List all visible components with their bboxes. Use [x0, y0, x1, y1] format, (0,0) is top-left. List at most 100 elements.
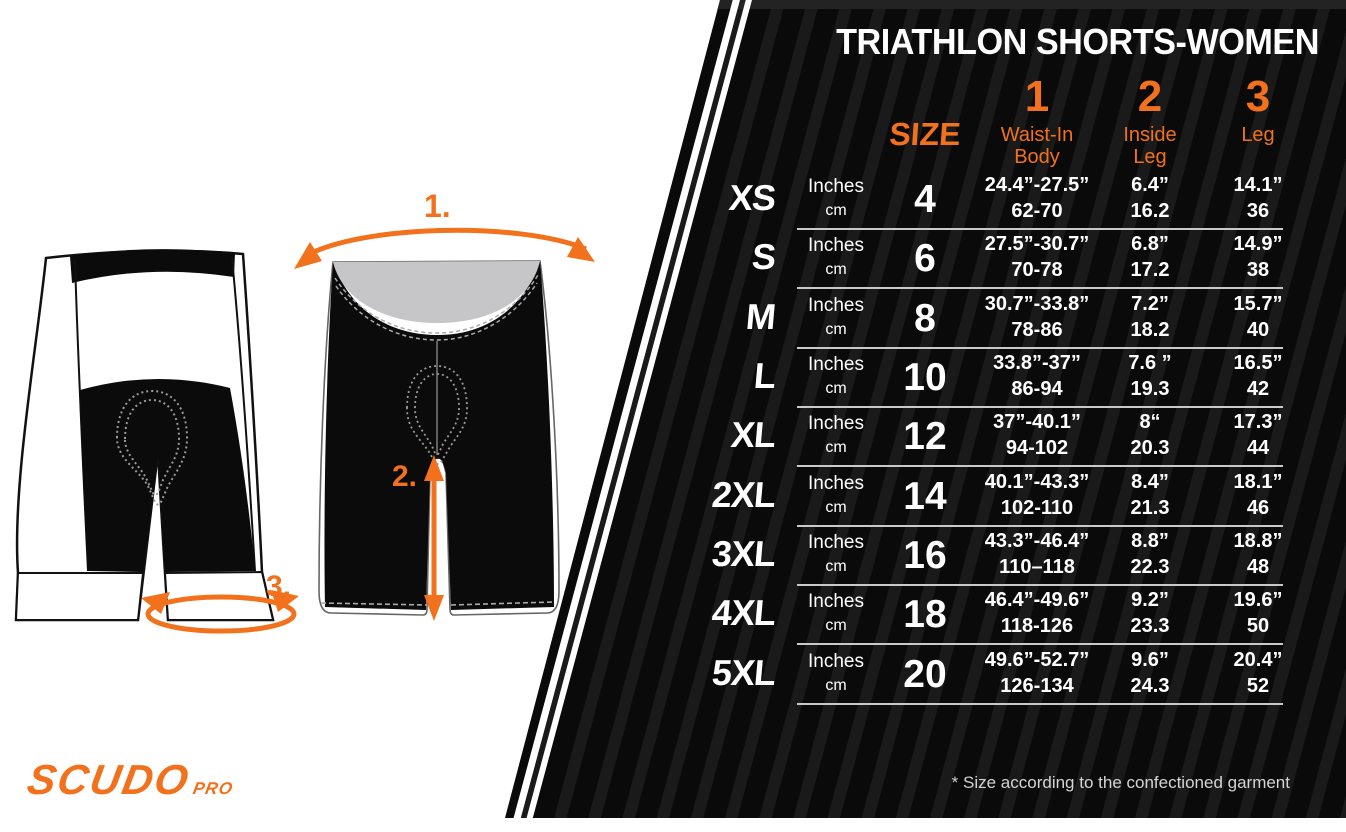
waist-cm-value: 94-102 — [1005, 437, 1069, 459]
unit-inches-label: Inches — [808, 295, 864, 316]
waist-cm-value: 62-70 — [1011, 200, 1063, 222]
leg-values: 20.4” 52 — [1198, 647, 1318, 699]
size-number: 10 — [903, 356, 947, 399]
waist-inches-value: 49.6”-52.7” — [984, 649, 1090, 671]
column-3-label-line1: Leg — [1241, 124, 1275, 146]
waist-values: 49.6”-52.7” 126-134 — [974, 647, 1100, 699]
inseam-inches-value: 9.2” — [1131, 589, 1169, 611]
chamois-pad-inner-stitch — [123, 398, 181, 496]
unit-cm-label: cm — [825, 617, 847, 634]
leg-inches-value: 20.4” — [1233, 649, 1283, 671]
inseam-inches-value: 6.8” — [1131, 233, 1169, 255]
unit-inches-label: Inches — [808, 235, 864, 256]
size-number: 6 — [914, 237, 936, 280]
leg-cm-value: 52 — [1246, 675, 1270, 697]
waist-inches-value: 40.1”-43.3” — [984, 471, 1090, 493]
leg-values: 14.1” 36 — [1198, 172, 1318, 224]
inseam-cm-value: 19.3 — [1130, 378, 1170, 400]
waist-inches-value: 30.7”-33.8” — [984, 293, 1090, 315]
shorts-back-lower-panel — [80, 378, 255, 572]
size-number: 18 — [903, 593, 947, 636]
waist-cm-value: 78-86 — [1011, 319, 1063, 341]
inseam-cm-value: 20.3 — [1130, 437, 1170, 459]
size-number: 20 — [903, 653, 947, 696]
unit-labels: Inches cm — [788, 530, 884, 578]
inseam-inches-value: 7.6 ” — [1128, 352, 1172, 374]
unit-cm-label: cm — [825, 558, 847, 575]
column-3-number: 3 — [1245, 72, 1271, 121]
unit-labels: Inches cm — [788, 352, 884, 400]
inseam-values: 6.8” 17.2 — [1088, 231, 1212, 283]
waist-values: 33.8”-37” 86-94 — [974, 350, 1100, 402]
inseam-inches-value: 9.6” — [1131, 649, 1169, 671]
measure-1-label: 1. — [424, 188, 451, 224]
inseam-inches-value: 6.4” — [1131, 174, 1169, 196]
leg-cm-value: 36 — [1246, 200, 1270, 222]
leg-cm-value: 50 — [1246, 615, 1270, 637]
inseam-values: 8.4” 21.3 — [1088, 469, 1212, 521]
inseam-cm-value: 22.3 — [1130, 556, 1170, 578]
inseam-values: 7.2” 18.2 — [1088, 291, 1212, 343]
leg-inches-value: 14.9” — [1233, 233, 1283, 255]
leg-cm-value: 42 — [1246, 378, 1270, 400]
unit-labels: Inches cm — [788, 589, 884, 637]
waist-cm-value: 110–118 — [999, 556, 1075, 578]
waist-values: 40.1”-43.3” 102-110 — [974, 469, 1100, 521]
unit-labels: Inches cm — [788, 649, 884, 697]
column-3-label: Leg — [1188, 124, 1328, 146]
size-label: 5XL — [710, 652, 777, 693]
table-row-5xl: 5XL Inches cm 20 49.6”-52.7” 126-134 9.6… — [690, 644, 1310, 705]
column-1-label-line2: Body — [1014, 146, 1060, 168]
table-row-s: S Inches cm 6 27.5”-30.7” 70-78 6.8” 17.… — [690, 228, 1310, 289]
size-label: 3XL — [710, 533, 777, 574]
inseam-values: 9.6” 24.3 — [1088, 647, 1212, 699]
leg-inches-value: 19.6” — [1233, 589, 1283, 611]
table-row-m: M Inches cm 8 30.7”-33.8” 78-86 7.2” 18.… — [690, 288, 1310, 349]
inseam-values: 9.2” 23.3 — [1088, 587, 1212, 639]
leg-values: 19.6” 50 — [1198, 587, 1318, 639]
unit-cm-label: cm — [825, 439, 847, 456]
unit-cm-label: cm — [825, 499, 847, 516]
leg-inches-value: 17.3” — [1233, 411, 1283, 433]
column-2-label-line2: Leg — [1133, 146, 1167, 168]
leg-cm-value: 40 — [1246, 319, 1270, 341]
left-leg-hem-stitch — [320, 602, 428, 606]
shorts-front-waist-opening — [333, 261, 540, 323]
column-1-label-line1: Waist-In — [1000, 124, 1074, 146]
brand-logo-suffix: PRO — [191, 779, 235, 798]
waist-inches-value: 46.4”-49.6” — [984, 589, 1090, 611]
measure-1-arrowhead-left — [294, 242, 322, 269]
inseam-inches-value: 8.4” — [1131, 471, 1169, 493]
unit-inches-label: Inches — [808, 176, 864, 197]
measure-3-arrow-ellipse — [145, 594, 297, 634]
shorts-back-view-diagram: 3. — [14, 249, 299, 634]
footnote: * Size according to the confectioned gar… — [951, 773, 1290, 792]
shorts-back-left-cuff — [14, 572, 145, 621]
leg-inches-value: 14.1” — [1233, 174, 1283, 196]
right-leg-hem-stitch — [450, 601, 554, 606]
measure-1-arrowhead-right — [567, 237, 595, 262]
size-number: 12 — [903, 415, 947, 458]
leg-values: 14.9” 38 — [1198, 231, 1318, 283]
inseam-cm-value: 17.2 — [1130, 259, 1170, 281]
size-number: 8 — [914, 297, 936, 340]
unit-cm-label: cm — [825, 321, 847, 338]
unit-inches-label: Inches — [808, 354, 864, 375]
waist-values: 24.4”-27.5” 62-70 — [974, 172, 1100, 224]
waist-inches-value: 33.8”-37” — [993, 352, 1081, 374]
inseam-cm-value: 23.3 — [1130, 615, 1170, 637]
inseam-cm-value: 16.2 — [1130, 200, 1170, 222]
unit-inches-label: Inches — [808, 473, 864, 494]
measure-2-arrowhead-up — [424, 455, 444, 481]
table-row-4xl: 4XL Inches cm 18 46.4”-49.6” 118-126 9.2… — [690, 584, 1310, 645]
size-number: 16 — [903, 534, 947, 577]
waist-cm-value: 86-94 — [1011, 378, 1063, 400]
table-row-xs: XS Inches cm 4 24.4”-27.5” 62-70 6.4” 16… — [690, 169, 1310, 230]
inseam-cm-value: 24.3 — [1130, 675, 1170, 697]
measure-2-label: 2. — [392, 460, 417, 493]
leg-cm-value: 46 — [1246, 497, 1270, 519]
brand-logo: SCUDO PRO — [24, 756, 239, 804]
table-row-2xl: 2XL Inches cm 14 40.1”-43.3” 102-110 8.4… — [690, 466, 1310, 527]
inseam-inches-value: 8.8” — [1131, 530, 1169, 552]
